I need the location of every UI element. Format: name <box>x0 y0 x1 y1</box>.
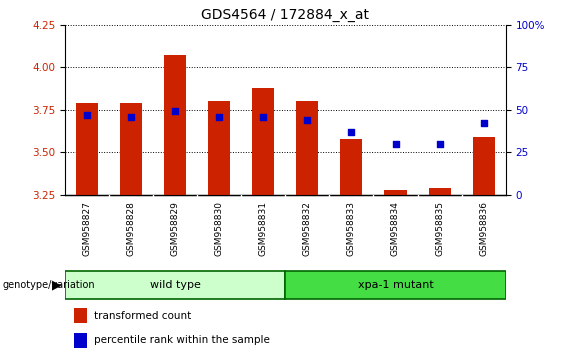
Title: GDS4564 / 172884_x_at: GDS4564 / 172884_x_at <box>201 8 370 22</box>
Bar <box>76 103 98 195</box>
Text: GSM958834: GSM958834 <box>391 201 400 256</box>
Bar <box>472 137 494 195</box>
Point <box>259 114 268 119</box>
Text: percentile rank within the sample: percentile rank within the sample <box>94 335 270 345</box>
Point <box>82 112 92 118</box>
Text: wild type: wild type <box>150 280 201 290</box>
Bar <box>208 101 231 195</box>
Point <box>171 109 180 114</box>
Text: GSM958828: GSM958828 <box>127 201 136 256</box>
Bar <box>384 190 406 195</box>
Bar <box>252 88 275 195</box>
Text: GSM958832: GSM958832 <box>303 201 312 256</box>
Bar <box>285 271 506 299</box>
Bar <box>296 101 318 195</box>
Bar <box>428 188 451 195</box>
Text: GSM958835: GSM958835 <box>435 201 444 256</box>
Text: GSM958830: GSM958830 <box>215 201 224 256</box>
Text: GSM958836: GSM958836 <box>479 201 488 256</box>
Bar <box>65 271 285 299</box>
Text: ▶: ▶ <box>51 279 62 291</box>
Point <box>303 117 312 123</box>
Text: GSM958829: GSM958829 <box>171 201 180 256</box>
Point <box>347 129 356 135</box>
Bar <box>74 308 87 323</box>
Text: xpa-1 mutant: xpa-1 mutant <box>358 280 433 290</box>
Bar <box>74 333 87 348</box>
Point <box>215 114 224 119</box>
Bar <box>120 103 142 195</box>
Text: GSM958827: GSM958827 <box>82 201 92 256</box>
Text: genotype/variation: genotype/variation <box>3 280 95 290</box>
Point <box>127 114 136 119</box>
Point <box>435 141 444 147</box>
Bar <box>164 55 186 195</box>
Text: GSM958831: GSM958831 <box>259 201 268 256</box>
Text: transformed count: transformed count <box>94 311 191 321</box>
Text: GSM958833: GSM958833 <box>347 201 356 256</box>
Point <box>391 141 400 147</box>
Bar <box>340 139 363 195</box>
Point <box>479 120 488 126</box>
